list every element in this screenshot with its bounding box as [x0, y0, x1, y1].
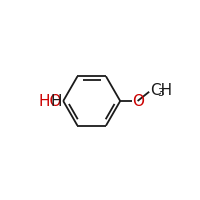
Text: H: H — [51, 94, 62, 108]
Text: HO: HO — [39, 94, 62, 108]
Text: O: O — [132, 94, 144, 108]
Text: CH: CH — [150, 83, 172, 98]
Text: 3: 3 — [157, 88, 163, 98]
